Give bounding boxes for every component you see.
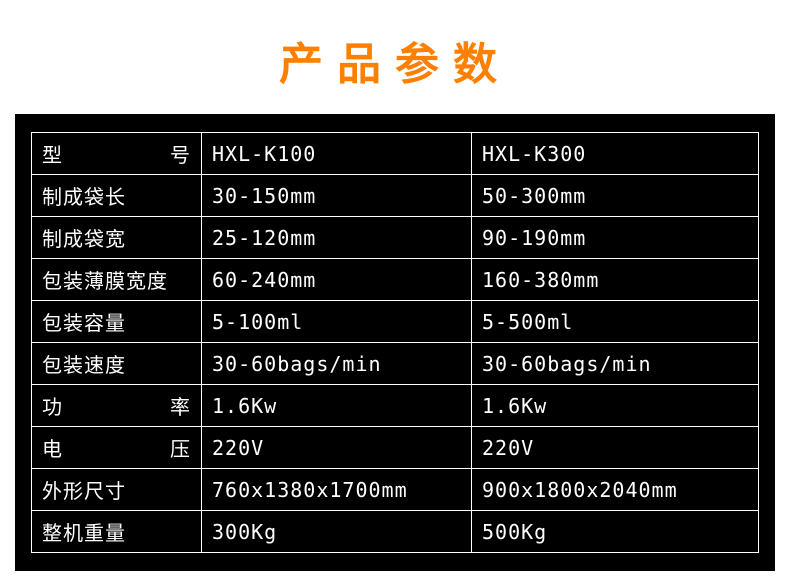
row-value-a: 30-150mm: [202, 175, 472, 217]
row-value-b: 50-300mm: [472, 175, 759, 217]
row-label: 制成袋宽: [32, 217, 202, 259]
row-value-a: 1.6Kw: [202, 385, 472, 427]
row-label: 整机重量: [32, 511, 202, 553]
row-value-b: 160-380mm: [472, 259, 759, 301]
row-value-a: 25-120mm: [202, 217, 472, 259]
table-row: 外形尺寸760x1380x1700mm900x1800x2040mm: [32, 469, 759, 511]
row-label: 电压: [32, 427, 202, 469]
row-value-a: 760x1380x1700mm: [202, 469, 472, 511]
row-value-a: 300Kg: [202, 511, 472, 553]
table-row: 电压220V220V: [32, 427, 759, 469]
row-value-a: 30-60bags/min: [202, 343, 472, 385]
row-value-a: 5-100ml: [202, 301, 472, 343]
row-label: 包装速度: [32, 343, 202, 385]
row-value-b: 5-500ml: [472, 301, 759, 343]
table-row: 包装速度30-60bags/min30-60bags/min: [32, 343, 759, 385]
row-label: 包装容量: [32, 301, 202, 343]
table-row: 整机重量300Kg500Kg: [32, 511, 759, 553]
row-value-b: 500Kg: [472, 511, 759, 553]
spec-table: 型号HXL-K100HXL-K300制成袋长30-150mm50-300mm制成…: [31, 132, 759, 553]
row-label: 包装薄膜宽度: [32, 259, 202, 301]
row-label: 功率: [32, 385, 202, 427]
row-value-b: 220V: [472, 427, 759, 469]
row-value-b: 30-60bags/min: [472, 343, 759, 385]
table-row: 制成袋宽25-120mm90-190mm: [32, 217, 759, 259]
row-value-b: 900x1800x2040mm: [472, 469, 759, 511]
row-label: 型号: [32, 133, 202, 175]
row-label: 制成袋长: [32, 175, 202, 217]
row-value-a: HXL-K100: [202, 133, 472, 175]
row-value-a: 220V: [202, 427, 472, 469]
table-row: 型号HXL-K100HXL-K300: [32, 133, 759, 175]
row-label: 外形尺寸: [32, 469, 202, 511]
table-row: 功率1.6Kw1.6Kw: [32, 385, 759, 427]
row-value-b: 1.6Kw: [472, 385, 759, 427]
row-value-b: 90-190mm: [472, 217, 759, 259]
table-row: 制成袋长30-150mm50-300mm: [32, 175, 759, 217]
table-row: 包装薄膜宽度60-240mm160-380mm: [32, 259, 759, 301]
row-value-b: HXL-K300: [472, 133, 759, 175]
row-value-a: 60-240mm: [202, 259, 472, 301]
spec-table-container: 型号HXL-K100HXL-K300制成袋长30-150mm50-300mm制成…: [15, 114, 775, 571]
page-title: 产品参数: [279, 28, 511, 92]
table-row: 包装容量5-100ml5-500ml: [32, 301, 759, 343]
